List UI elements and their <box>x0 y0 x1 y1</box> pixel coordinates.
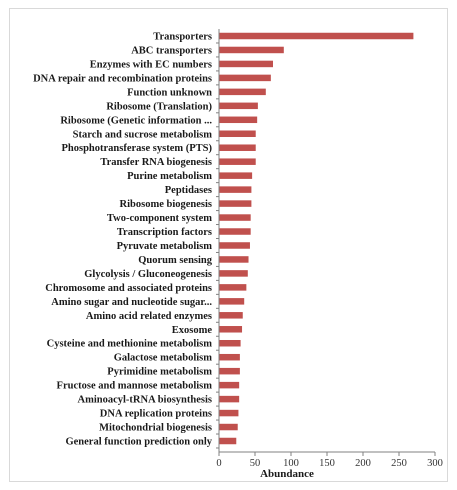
bar <box>219 270 248 277</box>
category-label: Glycolysis / Gluconeogenesis <box>84 269 212 280</box>
category-label: Amino acid related enzymes <box>86 311 212 322</box>
x-tick-label: 300 <box>427 458 443 469</box>
x-tick-label: 0 <box>216 458 221 469</box>
x-tick-label: 100 <box>283 458 299 469</box>
bar <box>219 116 258 124</box>
category-label: General function prediction only <box>65 437 212 448</box>
x-tick-label: 150 <box>319 458 335 469</box>
category-label: Exosome <box>172 325 213 336</box>
category-label: Chromosome and associated proteins <box>45 283 212 294</box>
category-label: Ribosome (Genetic information ... <box>60 115 212 126</box>
category-label: Cysteine and methionine metabolism <box>47 339 213 350</box>
bar <box>219 74 271 82</box>
category-label: Galactose metabolism <box>114 353 213 364</box>
bar <box>219 339 241 347</box>
category-label: Aminoacyl-tRNA biosynthesis <box>78 395 212 406</box>
category-labels-group: Transporters ABC transporters Enzymes with… <box>33 32 213 448</box>
bars-group <box>219 32 414 445</box>
category-label: Purine metabolism <box>127 171 212 182</box>
bar <box>219 186 252 193</box>
category-label: Transporters <box>153 32 212 43</box>
category-label: Fructose and mannose metabolism <box>57 381 213 392</box>
x-ticks-group: 0 50 100 150 200 250 300 <box>216 42 443 469</box>
x-axis-label: Abundance <box>260 468 314 480</box>
bar <box>219 437 237 445</box>
bar <box>219 200 252 207</box>
x-tick-label: 200 <box>355 458 371 469</box>
category-label: Pyrimidine metabolism <box>107 367 212 378</box>
bar <box>219 395 240 403</box>
category-label: Transfer RNA biogenesis <box>100 157 212 168</box>
category-label: Quorum sensing <box>138 255 213 266</box>
category-label: Two-component system <box>107 213 212 224</box>
bar <box>219 256 249 263</box>
category-label: Ribosome (Translation) <box>106 101 212 112</box>
bar <box>219 298 245 305</box>
bar <box>219 242 250 249</box>
bar <box>219 60 273 68</box>
category-label: Ribosome biogenesis <box>120 199 212 210</box>
x-tick-label: 250 <box>391 458 407 469</box>
category-label: Peptidases <box>165 185 212 196</box>
category-label: Transcription factors <box>117 227 212 238</box>
category-label: Function unknown <box>127 87 212 98</box>
bar <box>219 214 251 221</box>
bar <box>219 353 240 361</box>
bar <box>219 284 247 291</box>
bar <box>219 381 240 389</box>
bar <box>219 32 414 40</box>
category-label: DNA replication proteins <box>100 409 212 420</box>
bar <box>219 172 253 179</box>
category-label: Pyruvate metabolism <box>117 241 213 252</box>
category-label: Starch and sucrose metabolism <box>73 129 213 140</box>
category-label: Phosphotransferase system (PTS) <box>62 143 213 154</box>
x-tick-label: 50 <box>250 458 261 469</box>
bar <box>219 144 256 151</box>
bar <box>219 46 284 54</box>
bar <box>219 158 256 165</box>
bar <box>219 228 251 235</box>
category-label: DNA repair and recombination proteins <box>33 73 212 84</box>
category-label: Mitochondrial biogenesis <box>99 423 212 434</box>
bar <box>219 130 256 138</box>
bar <box>219 409 239 417</box>
bar <box>219 312 243 319</box>
bar <box>219 326 243 333</box>
bar <box>219 367 240 375</box>
bar <box>219 102 258 110</box>
category-label: Amino sugar and nucleotide sugar... <box>51 297 212 308</box>
bar <box>219 423 238 431</box>
bar <box>219 88 266 96</box>
category-label: ABC transporters <box>131 45 212 56</box>
category-label: Enzymes with EC numbers <box>90 59 212 70</box>
